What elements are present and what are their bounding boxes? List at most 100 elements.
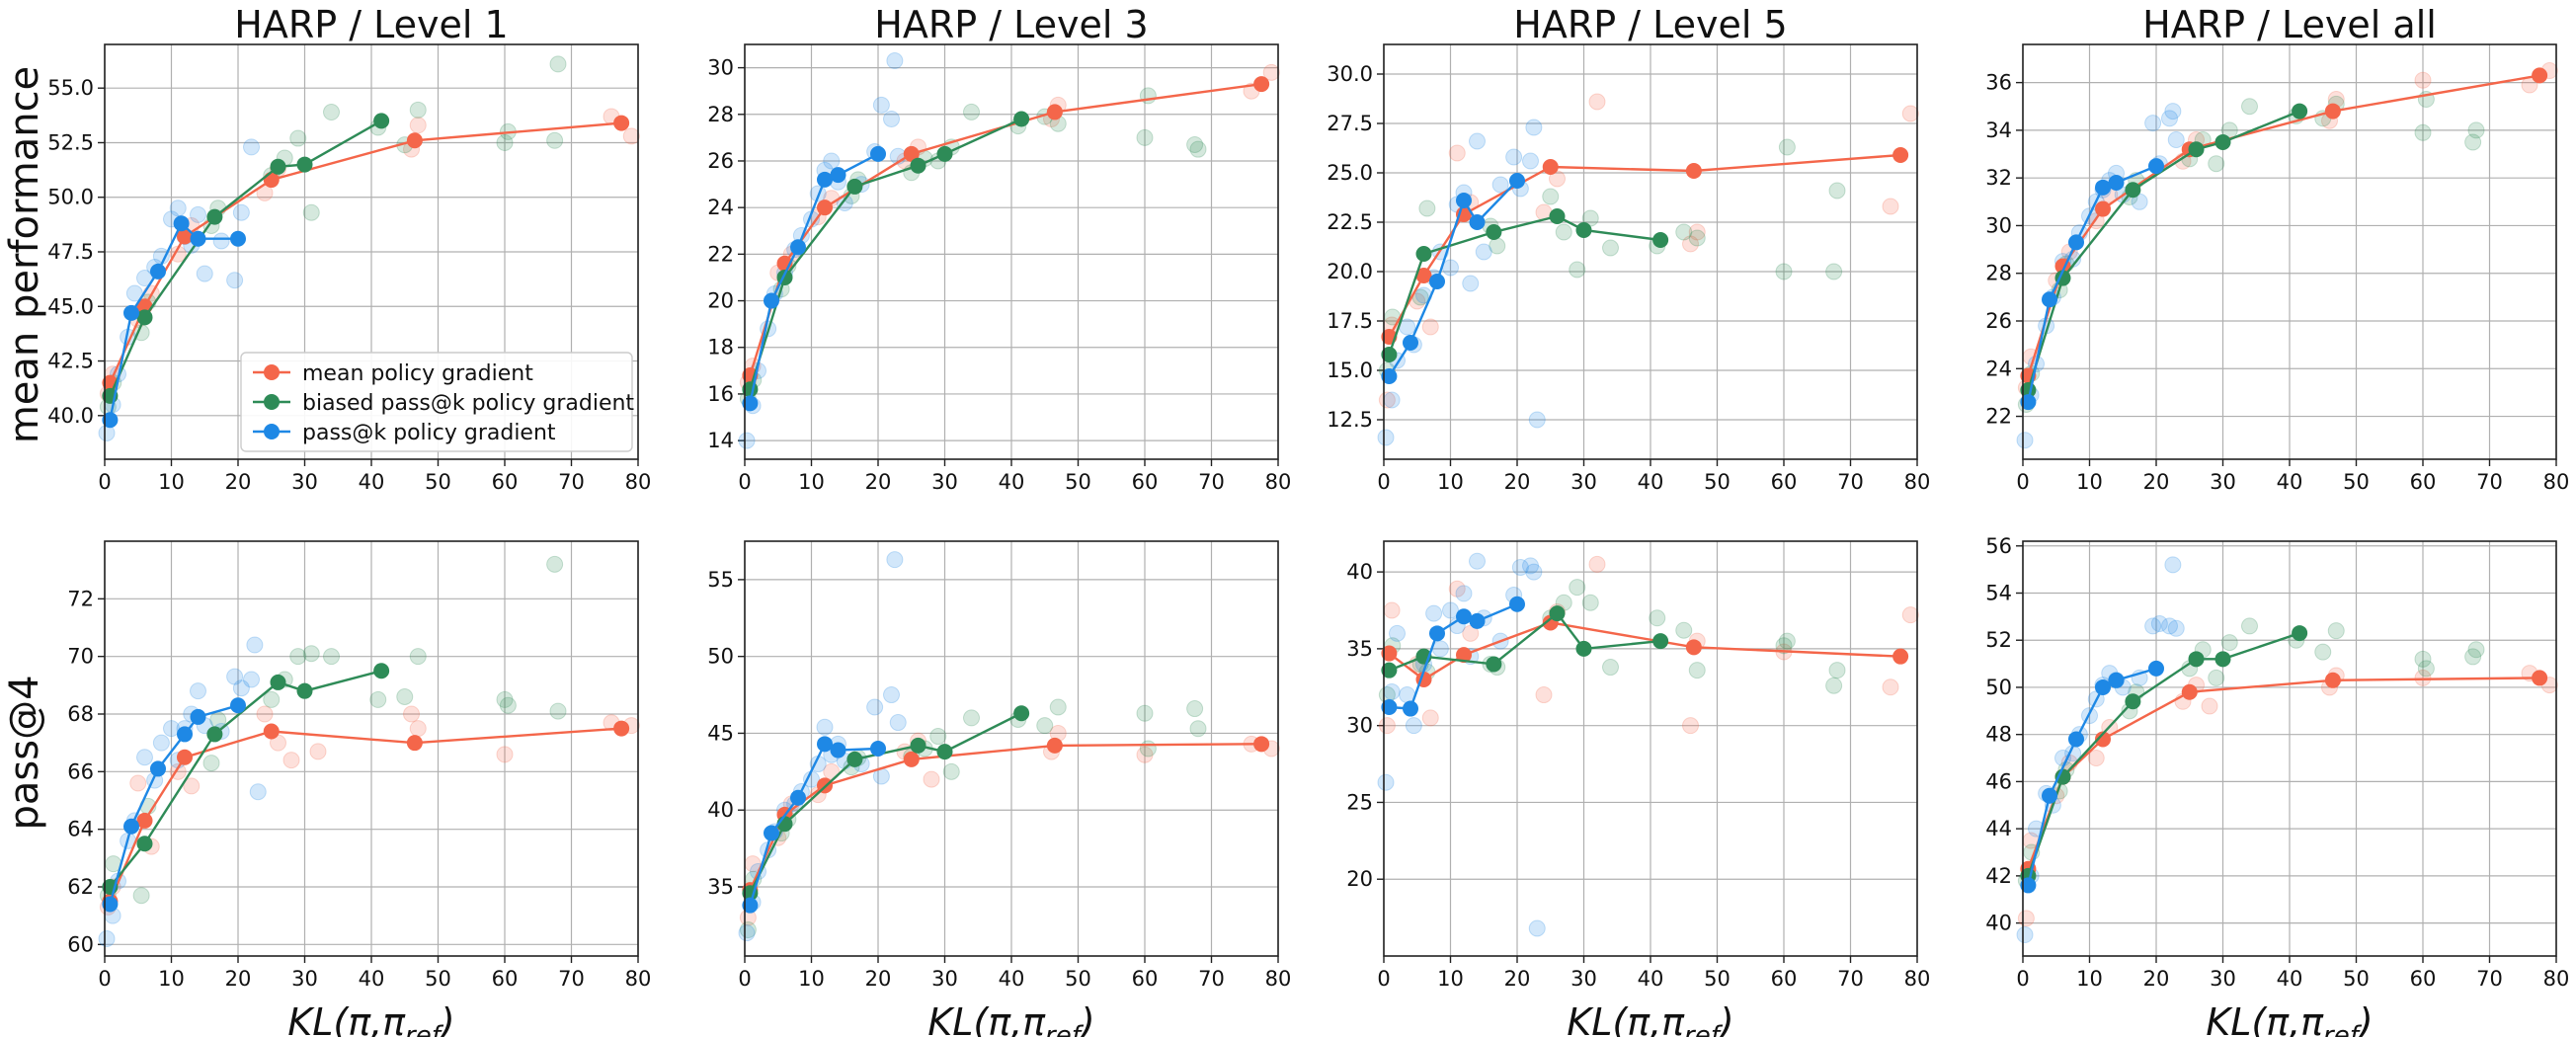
scatter-point-biased <box>202 755 220 772</box>
scatter-point-biased <box>549 702 567 720</box>
scatter-point-biased <box>1569 579 1586 597</box>
scatter-point-passk <box>232 679 250 697</box>
scatter-point-mean <box>1882 678 1899 696</box>
plot-frame <box>2022 43 2557 460</box>
y-tick-label: 16 <box>707 382 734 406</box>
x-tick-label: 10 <box>1437 470 1464 494</box>
scatter-point-mean <box>1688 223 1706 241</box>
scatter-point-biased <box>289 648 307 666</box>
x-axis-label-main: KL(π,π <box>2206 1000 2324 1037</box>
chart-panel-2: 0 10 20 30 40 50 60 70 80 12.5 15.0 17.5 20.0 22.5 25.… <box>1327 3 1930 494</box>
scatter-point-passk <box>152 734 170 752</box>
y-tick-label: 26 <box>707 149 734 173</box>
scatter-point-biased <box>963 709 980 727</box>
series-marker-biased <box>2125 182 2141 199</box>
scatter-point-passk <box>2167 619 2185 637</box>
x-tick-label: 10 <box>798 967 825 991</box>
series-marker-biased <box>1381 347 1398 362</box>
scatter-point-biased <box>369 690 387 708</box>
series-marker-passk <box>150 263 166 279</box>
series-marker-passk <box>870 741 886 757</box>
series-marker-biased <box>1549 605 1566 622</box>
series-marker-biased <box>1652 633 1669 650</box>
x-tick-label: 30 <box>291 967 318 991</box>
series-line-biased <box>749 118 1022 390</box>
series-marker-mean <box>2324 103 2341 120</box>
scatter-point-biased <box>302 203 320 221</box>
scatter-point-biased <box>1049 698 1067 716</box>
series-marker-mean <box>1542 159 1559 175</box>
x-tick-label: 60 <box>492 967 519 991</box>
series-marker-passk <box>1381 368 1398 384</box>
series-marker-mean <box>406 735 423 752</box>
legend-marker-mean <box>264 364 280 380</box>
scatter-point-passk <box>1525 119 1543 136</box>
scatter-point-biased <box>1186 700 1204 718</box>
scatter-point-biased <box>132 887 150 905</box>
x-tick-label: 70 <box>1198 967 1225 991</box>
series-marker-passk <box>1403 700 1418 717</box>
series-marker-passk <box>790 789 806 806</box>
series-marker-passk <box>2095 678 2111 695</box>
series-line-biased <box>2027 631 2300 877</box>
series-marker-biased <box>2292 103 2308 120</box>
scatter-point-passk <box>883 686 900 704</box>
x-tick-label: 20 <box>2143 967 2170 991</box>
series-marker-passk <box>230 697 246 714</box>
series-marker-passk <box>1509 173 1525 189</box>
series-marker-mean <box>613 115 630 131</box>
chart-title: HARP / Level 3 <box>874 3 1148 46</box>
series-marker-passk <box>817 736 833 753</box>
scatter-point-biased <box>1189 720 1207 738</box>
series-marker-passk <box>2108 175 2125 191</box>
scatter-point-biased <box>1775 637 1793 655</box>
scatter-point-biased <box>1775 263 1793 280</box>
legend-label-mean: mean policy gradient <box>302 361 533 386</box>
series-marker-biased <box>846 178 863 195</box>
series-marker-passk <box>2108 672 2125 688</box>
scatter-point-passk <box>1505 148 1523 166</box>
chart-title: HARP / Level 1 <box>234 3 508 46</box>
series-marker-passk <box>2068 731 2084 748</box>
scatter-point-biased <box>1542 188 1560 205</box>
chart-panels: 0 10 20 30 40 50 60 70 80 40.0 42.5 45.0 47.5 50.0 52.… <box>47 3 2569 1037</box>
x-axis-label: KL(π,πref) <box>287 1000 454 1037</box>
scatter-point-biased <box>1186 135 1204 153</box>
x-axis-label: KL(π,πref) <box>2206 1000 2373 1037</box>
series-marker-biased <box>270 674 286 690</box>
scatter-point-passk <box>1389 624 1406 642</box>
series-marker-passk <box>764 292 779 309</box>
scatter-point-mean <box>282 752 300 769</box>
scatter-point-biased <box>546 131 564 149</box>
chart-panel-5: 0 10 20 30 40 50 60 70 80 35 40 45 50 55 KL(π,πref) <box>707 540 1291 1037</box>
scatter-point-biased <box>1136 704 1154 722</box>
scatter-point-biased <box>1825 677 1843 694</box>
plot-frame <box>744 43 1279 460</box>
scatter-point-biased <box>2327 622 2345 640</box>
legend-frame <box>240 352 633 452</box>
scatter-point-passk <box>226 272 244 289</box>
scatter-point-biased <box>2464 648 2482 666</box>
series-marker-passk <box>123 304 139 321</box>
x-axis-label-close: ) <box>1078 1000 1095 1037</box>
x-tick-label: 70 <box>558 470 585 494</box>
x-tick-label: 60 <box>492 470 519 494</box>
x-tick-label: 40 <box>2277 470 2303 494</box>
x-tick-label: 40 <box>359 470 385 494</box>
x-tick-label: 0 <box>2016 470 2029 494</box>
y-tick-label: 47.5 <box>47 240 94 264</box>
series-marker-passk <box>830 742 846 758</box>
y-tick-label: 17.5 <box>1327 309 1373 333</box>
series-marker-mean <box>1456 647 1472 664</box>
x-tick-label: 10 <box>158 470 185 494</box>
x-axis-label-close: ) <box>2356 1000 2374 1037</box>
series-marker-mean <box>1685 163 1702 179</box>
x-tick-label: 0 <box>98 470 111 494</box>
x-tick-label: 20 <box>225 470 252 494</box>
x-tick-label: 20 <box>225 967 252 991</box>
x-tick-label: 70 <box>1837 470 1864 494</box>
series-marker-biased <box>270 158 286 175</box>
y-tick-label: 52.5 <box>47 130 94 154</box>
scatter-point-biased <box>1602 659 1619 677</box>
y-tick-label: 40.0 <box>47 404 94 428</box>
